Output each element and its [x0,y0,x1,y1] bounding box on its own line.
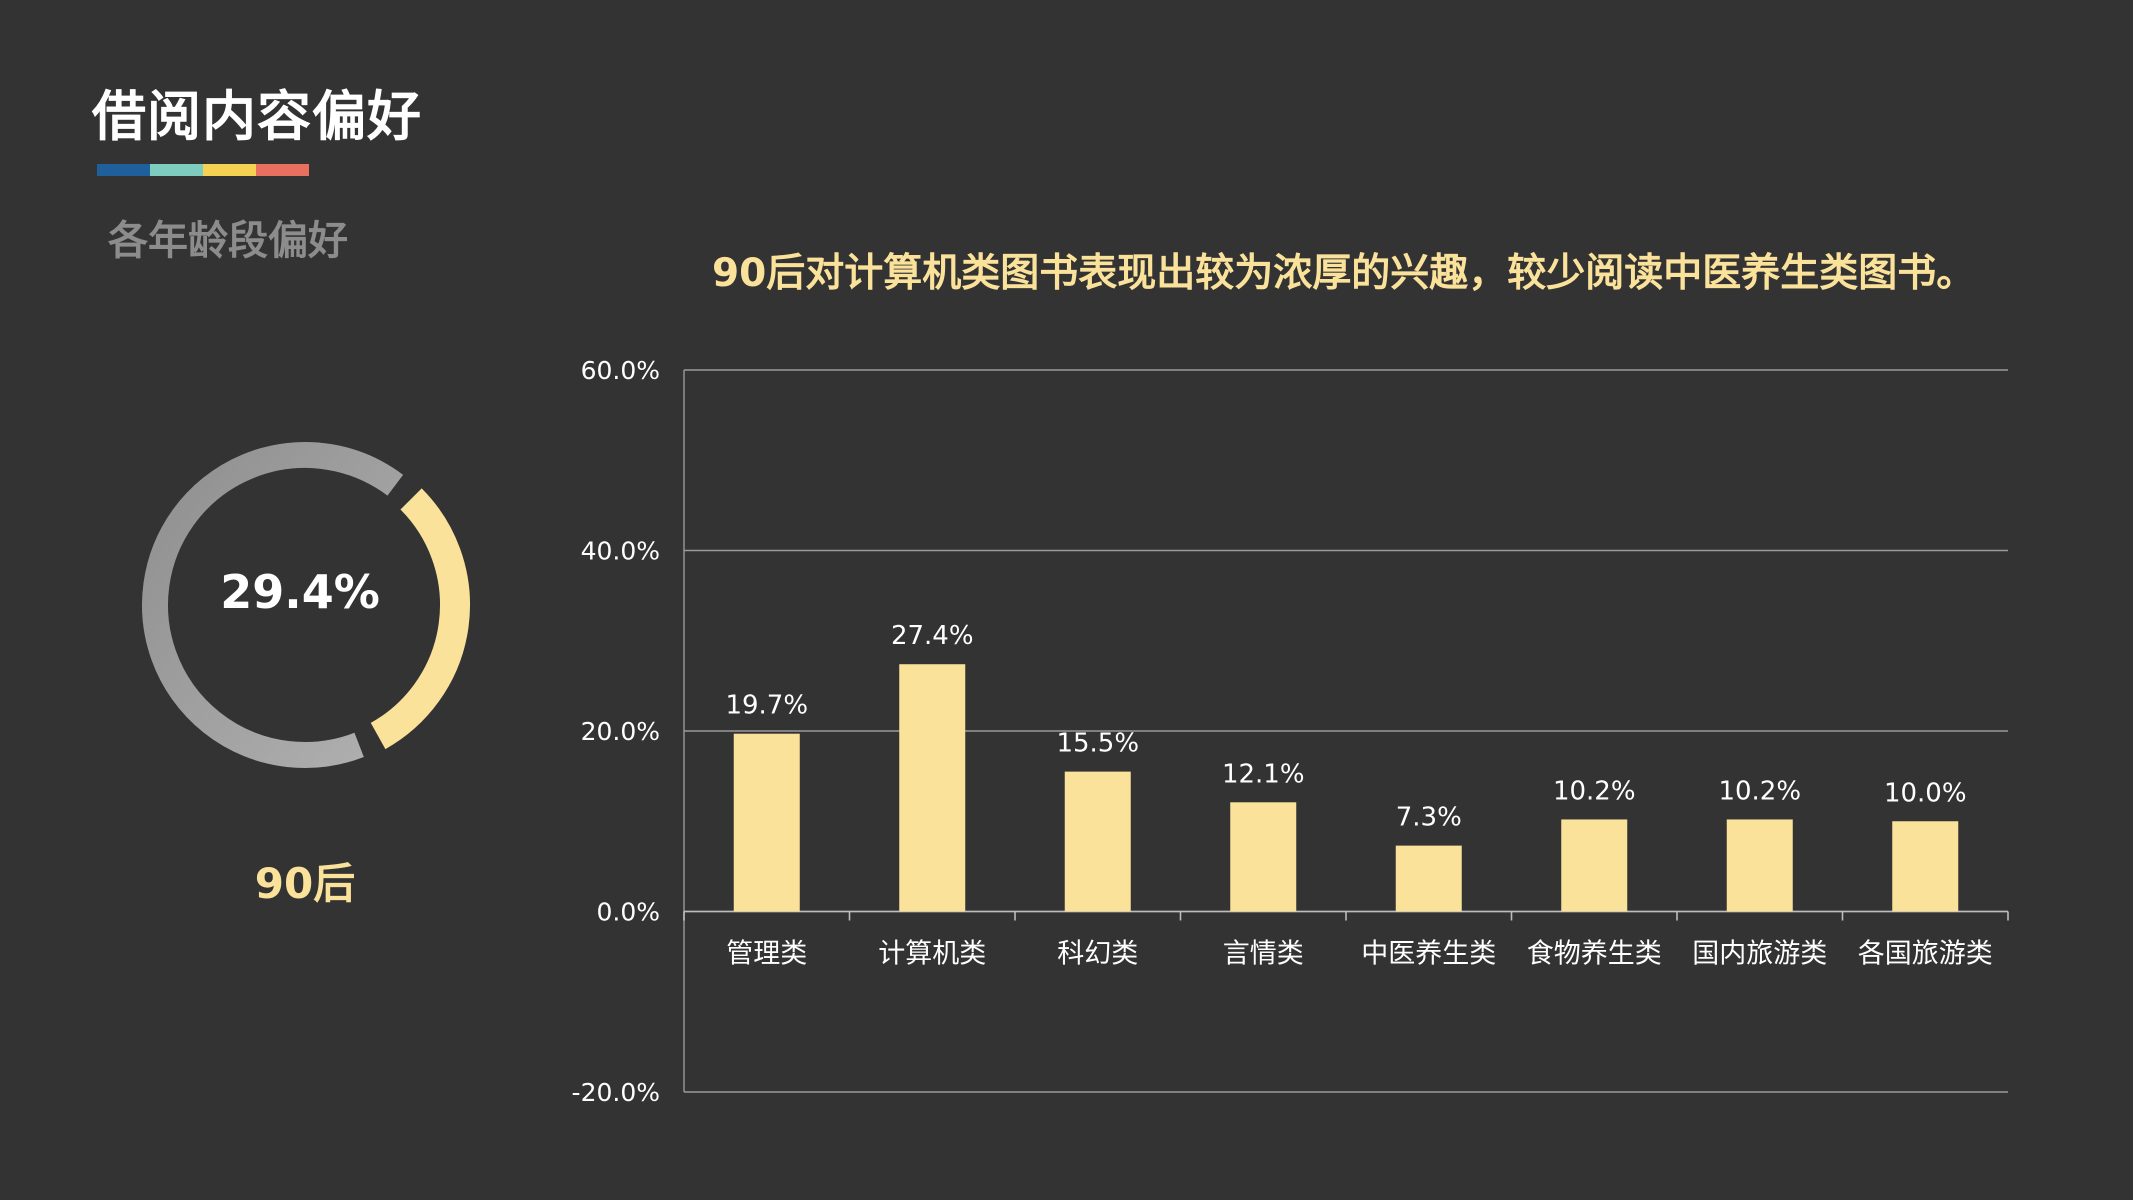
x-category-label: 科幻类 [1057,939,1138,970]
bar [1726,819,1793,912]
donut-base-arc [142,442,404,768]
donut-value-arc [370,488,470,750]
accent-color-bar [97,164,309,176]
y-tick-label: 60.0% [581,356,660,385]
data-label: 10.2% [1718,776,1801,806]
y-tick-label: 40.0% [581,537,660,566]
bar [899,664,966,912]
donut-value-label: 29.4% [220,565,380,619]
accent-segment-red [256,164,309,176]
data-label: 15.5% [1056,729,1139,759]
bar-chart: -20.0% 0.0% 20.0% 40.0% 60.0% 19.7% 管理类 27.4% 计算… [572,356,2009,1107]
y-tick-label: 20.0% [581,717,660,746]
bar [1561,819,1628,912]
data-label: 7.3% [1396,803,1462,833]
accent-segment-teal [150,164,203,176]
bar [1395,845,1462,912]
data-label: 27.4% [891,621,974,651]
age-group-label: 90后 [254,859,356,908]
x-category-label: 计算机类 [878,939,986,970]
data-label: 10.0% [1884,778,1967,808]
page-title: 借阅内容偏好 [92,85,422,148]
x-category-label: 各国旅游类 [1858,939,1993,970]
data-label: 12.1% [1222,759,1305,789]
y-tick-label: -20.0% [572,1078,660,1107]
x-category-label: 言情类 [1223,939,1304,970]
y-tick-label: 0.0% [596,898,660,927]
data-label: 10.2% [1553,776,1636,806]
x-category-label: 管理类 [726,939,807,970]
data-label: 19.7% [725,691,808,721]
donut-chart [142,442,470,768]
accent-segment-blue [97,164,150,176]
bar [1230,802,1297,912]
bar [1892,821,1959,912]
bar [1064,771,1131,912]
x-category-label: 中医养生类 [1361,939,1496,970]
bar [733,733,800,912]
accent-segment-yellow [203,164,256,176]
x-category-label: 食物养生类 [1527,939,1662,970]
section-subtitle: 各年龄段偏好 [108,218,348,264]
insight-text: 90后对计算机类图书表现出较为浓厚的兴趣，较少阅读中医养生类图书。 [712,251,1976,296]
x-category-label: 国内旅游类 [1692,939,1827,970]
